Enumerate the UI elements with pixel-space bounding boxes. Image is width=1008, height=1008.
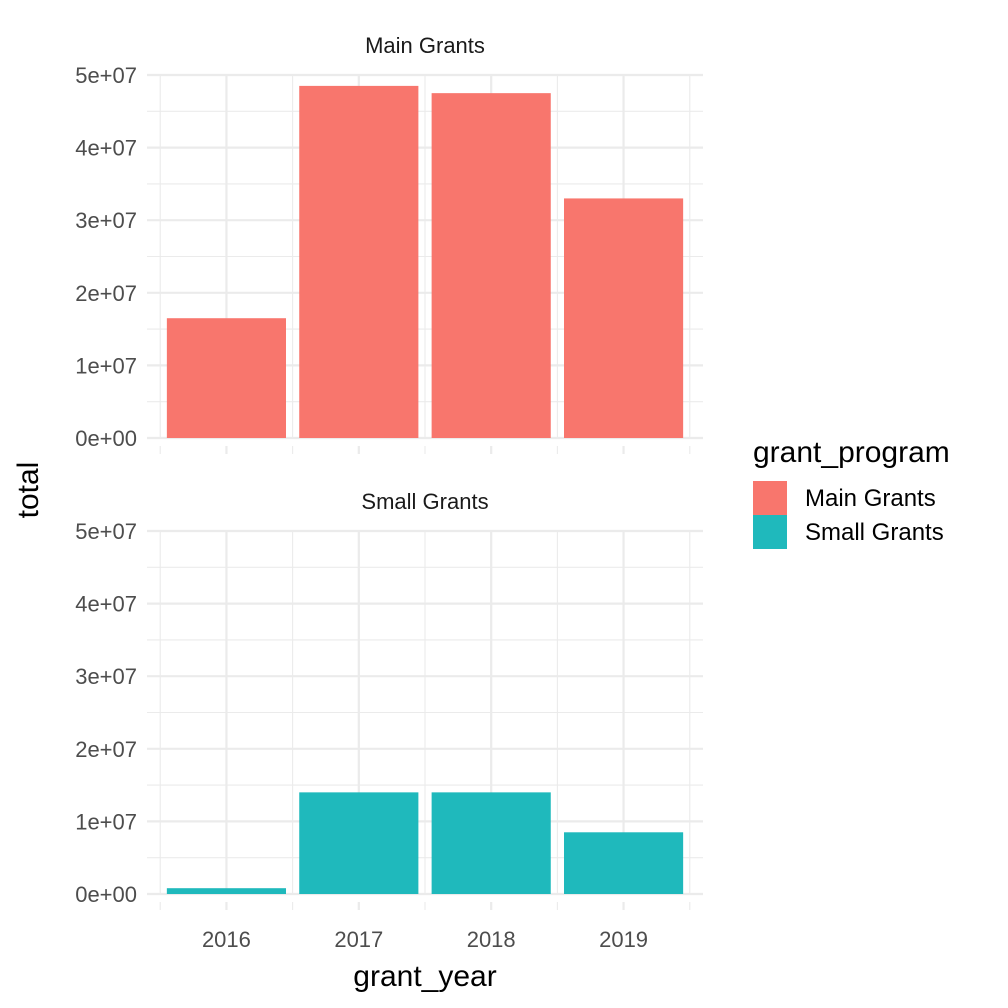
x-tick-label: 2019 [599,927,648,952]
y-tick-label: 0e+00 [75,426,137,451]
bar-main-grants-2019 [564,198,684,438]
legend-key-small-grants [753,515,787,549]
bar-small-grants-2018 [431,792,551,894]
bar-main-grants-2016 [166,318,286,438]
facet-panel-small-grants: Small Grants 0e+00 1e+07 2e+07 3e+07 4e+07 5e+… [75,489,703,952]
y-tick-label: 4e+07 [75,136,137,161]
y-tick-label: 4e+07 [75,592,137,617]
bar-main-grants-2017 [299,85,419,438]
x-tick-label: 2017 [334,927,383,952]
facet-panel-main-grants: Main Grants 0e+00 1e+07 2e+07 3e+07 4e+07 5e+0… [75,33,703,454]
facet-strip-label: Main Grants [365,33,485,58]
y-tick-label: 1e+07 [75,809,137,834]
y-tick-label: 3e+07 [75,664,137,689]
y-axis-title: total [12,462,45,519]
y-tick-label: 1e+07 [75,353,137,378]
y-tick-label: 2e+07 [75,281,137,306]
facet-strip-label: Small Grants [361,489,488,514]
legend-label-small-grants: Small Grants [805,519,944,546]
bar-small-grants-2017 [299,792,419,894]
legend-label-main-grants: Main Grants [805,485,936,512]
legend-key-main-grants [753,481,787,515]
bar-small-grants-2019 [564,832,684,894]
x-tick-label: 2018 [467,927,516,952]
x-axis-title: grant_year [353,960,496,993]
facet-panels: Main Grants 0e+00 1e+07 2e+07 3e+07 4e+07 5e+0… [75,33,703,952]
legend: grant_program Main Grants Small Grants [753,436,950,549]
y-tick-label: 3e+07 [75,208,137,233]
x-tick-label: 2016 [202,927,251,952]
bar-small-grants-2016 [166,888,286,894]
legend-title: grant_program [753,436,950,469]
y-tick-label: 2e+07 [75,737,137,762]
y-tick-label: 5e+07 [75,519,137,544]
y-tick-label: 5e+07 [75,63,137,88]
bar-main-grants-2018 [431,93,551,439]
y-tick-label: 0e+00 [75,882,137,907]
